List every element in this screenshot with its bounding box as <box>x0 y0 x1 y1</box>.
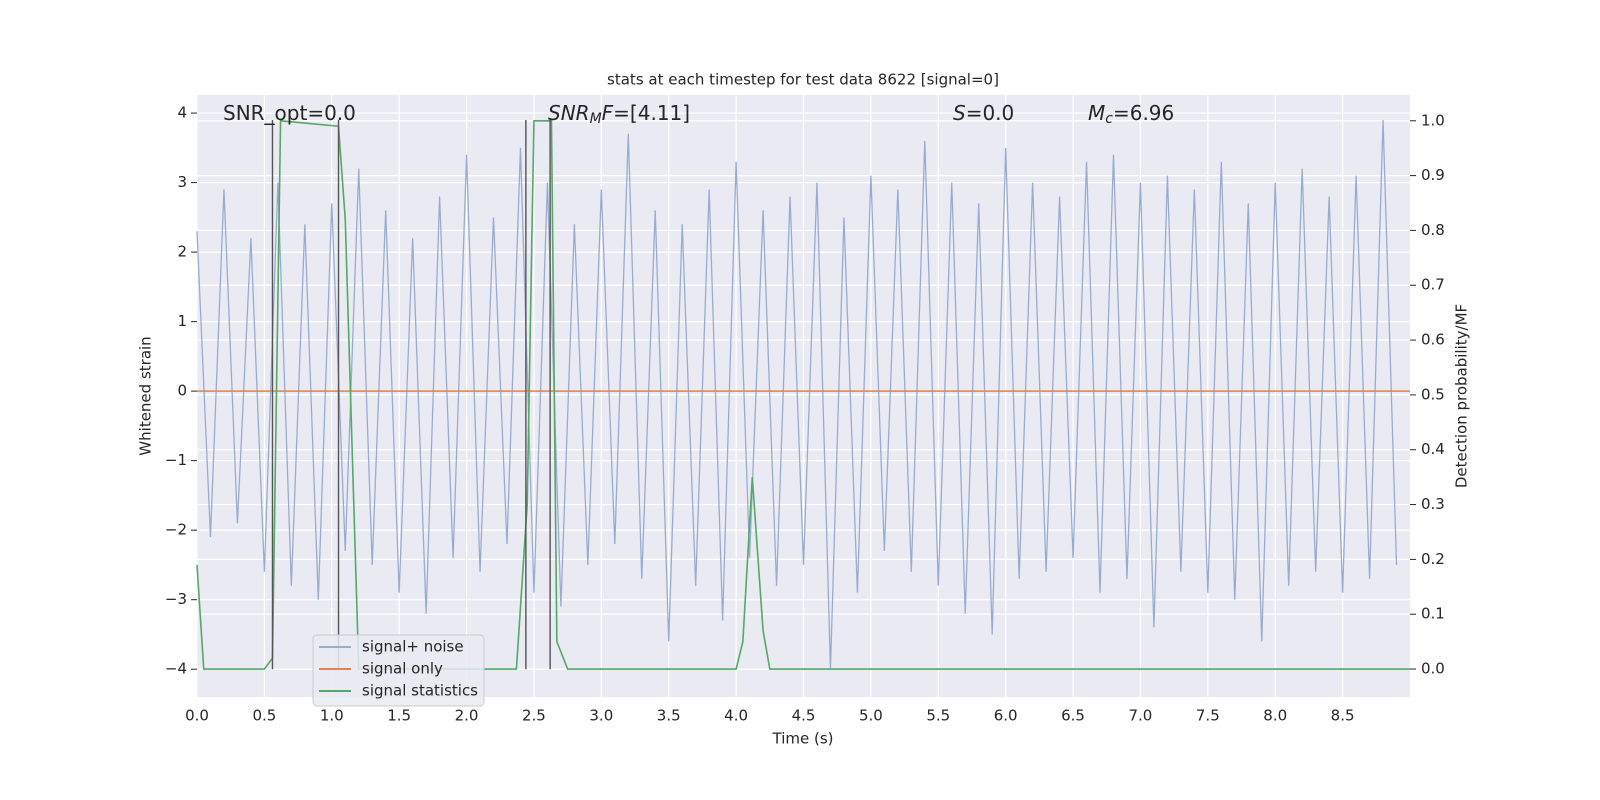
x-tick-label: 6.0 <box>994 707 1018 725</box>
y2-tick-label: 0.2 <box>1421 550 1445 568</box>
annotation-part: M <box>590 111 602 127</box>
y2-tick-label: 0.1 <box>1421 605 1445 623</box>
x-tick-label: 4.0 <box>724 707 748 725</box>
legend-label: signal only <box>362 660 443 678</box>
annotation-part: F <box>602 101 614 125</box>
y-tick-label: 3 <box>177 173 187 191</box>
annotation-part: =6.96 <box>1113 101 1174 125</box>
x-tick-label: 6.5 <box>1061 707 1085 725</box>
x-tick-label: 3.0 <box>589 707 613 725</box>
legend: signal+ noise signal only signal statistic… <box>312 634 485 707</box>
annotation-part: SNR_opt=0.0 <box>223 101 356 125</box>
y2-tick-label: 0.7 <box>1421 276 1445 294</box>
annotation-part: c <box>1105 111 1113 127</box>
x-tick-label: 5.0 <box>859 707 883 725</box>
y-tick-label: −4 <box>165 660 187 678</box>
y2-tick-label: 0.5 <box>1421 385 1445 403</box>
annotation: S=0.0 <box>953 101 1014 125</box>
annotation-part: M <box>1088 101 1105 125</box>
y-tick-label: −2 <box>165 521 187 539</box>
x-tick-label: 1.5 <box>387 707 411 725</box>
chart-title: stats at each timestep for test data 862… <box>607 71 999 89</box>
x-tick-label: 7.5 <box>1196 707 1220 725</box>
legend-label: signal+ noise <box>362 638 464 656</box>
y2-tick-label: 0.9 <box>1421 166 1445 184</box>
x-tick-label: 8.0 <box>1263 707 1287 725</box>
y2-axis-label: Detection probability/MF <box>1453 304 1471 488</box>
y2-tick-label: 0.6 <box>1421 331 1445 349</box>
y-tick-label: −3 <box>165 590 187 608</box>
x-tick-label: 1.0 <box>320 707 344 725</box>
y2-tick-label: 1.0 <box>1421 111 1445 129</box>
y2-tick-label: 0.0 <box>1421 660 1445 678</box>
y-axis-label: Whitened strain <box>137 336 155 455</box>
x-tick-label: 5.5 <box>926 707 950 725</box>
annotation-part: S <box>953 101 966 125</box>
series-line <box>196 120 1398 670</box>
x-tick-label: 4.5 <box>792 707 816 725</box>
y2-tick-label: 0.3 <box>1421 495 1445 513</box>
annotation-part: =[4.11] <box>613 101 690 125</box>
y2-tick-label: 0.4 <box>1421 440 1445 458</box>
x-tick-label: 7.0 <box>1129 707 1153 725</box>
annotation: Mc=6.96 <box>1088 101 1174 128</box>
x-tick-label: 2.0 <box>455 707 479 725</box>
annotation-part: SNR <box>548 101 590 125</box>
y-tick-label: −1 <box>165 451 187 469</box>
annotation: SNRMF=[4.11] <box>548 101 690 128</box>
y-tick-label: 4 <box>177 104 187 122</box>
annotation: SNR_opt=0.0 <box>223 101 356 125</box>
x-tick-label: 0.0 <box>185 707 209 725</box>
legend-box <box>312 634 485 707</box>
y-tick-label: 1 <box>177 312 187 330</box>
x-tick-label: 3.5 <box>657 707 681 725</box>
x-axis-label: Time (s) <box>772 730 834 748</box>
y2-tick-label: 0.8 <box>1421 221 1445 239</box>
y-tick-label: 2 <box>177 243 187 261</box>
x-tick-label: 2.5 <box>522 707 546 725</box>
x-tick-label: 0.5 <box>252 707 276 725</box>
annotation-part: =0.0 <box>966 101 1015 125</box>
x-tick-label: 8.5 <box>1331 707 1355 725</box>
y-tick-label: 0 <box>177 382 187 400</box>
legend-label: signal statistics <box>362 682 478 700</box>
